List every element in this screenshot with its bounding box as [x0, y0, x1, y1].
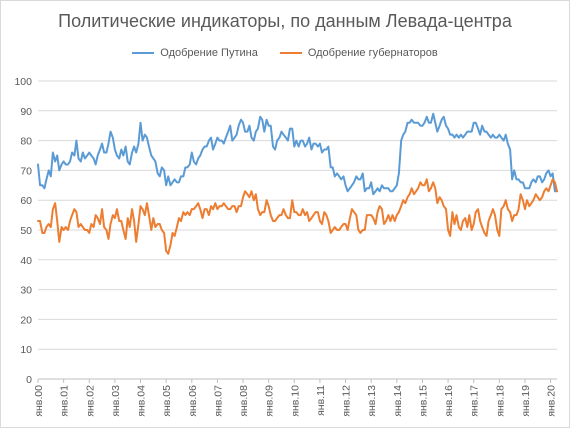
x-tick-label: янв.20: [546, 385, 558, 417]
legend-label-governors: Одобрение губернаторов: [307, 47, 438, 59]
legend-swatch-governors: [279, 52, 302, 54]
x-tick-label: янв.00: [33, 385, 45, 417]
x-tick-label: янв.17: [469, 385, 481, 417]
series-line-putin: [37, 112, 558, 196]
legend: Одобрение Путина Одобрение губернаторов: [1, 47, 569, 59]
x-tick-label: янв.15: [417, 385, 429, 417]
x-tick-label: янв.16: [443, 385, 455, 417]
y-tick-label: 90: [20, 106, 32, 118]
axes: 0 10 20 30 40 50 60 70 80 90 100 янв.00 янв.01 янв.02…: [14, 76, 557, 417]
y-tick-label: 10: [20, 344, 32, 356]
x-tick-label: янв.09: [264, 385, 276, 417]
legend-label-putin: Одобрение Путина: [160, 47, 258, 59]
x-tick-label: янв.01: [59, 385, 71, 417]
series-lines: [37, 112, 558, 255]
x-tick-label: янв.18: [494, 385, 506, 417]
y-tick-label: 30: [20, 285, 32, 297]
y-tick-label: 100: [14, 76, 32, 88]
series-line-governors: [37, 178, 558, 255]
x-tick-label: янв.03: [110, 385, 122, 417]
y-tick-label: 80: [20, 136, 32, 148]
x-tick-label: янв.12: [341, 385, 353, 417]
x-tick-label: янв.13: [366, 385, 378, 417]
x-tick-label: янв.02: [84, 385, 96, 417]
legend-item-governors: Одобрение губернаторов: [279, 47, 438, 59]
y-tick-label: 20: [20, 314, 32, 326]
y-tick-label: 50: [20, 225, 32, 237]
x-tick-label: янв.05: [161, 385, 173, 417]
legend-item-putin: Одобрение Путина: [132, 47, 258, 59]
x-tick-label: янв.19: [520, 385, 532, 417]
x-tick-label: янв.11: [315, 385, 327, 416]
x-tick-label: янв.06: [187, 385, 199, 417]
y-tick-label: 0: [26, 374, 32, 386]
x-tick-label: янв.08: [238, 385, 250, 417]
y-tick-label: 60: [20, 195, 32, 207]
y-tick-label: 40: [20, 255, 32, 267]
x-tick-label: янв.10: [289, 385, 301, 417]
gridlines: [38, 80, 557, 380]
legend-swatch-putin: [132, 52, 155, 54]
x-tick-label: янв.07: [212, 385, 224, 417]
x-tick-label: янв.04: [136, 385, 148, 417]
x-tick-label: янв.14: [392, 385, 404, 417]
chart-title: Политические индикаторы, по данным Левад…: [58, 11, 512, 31]
y-tick-label: 70: [20, 165, 32, 177]
